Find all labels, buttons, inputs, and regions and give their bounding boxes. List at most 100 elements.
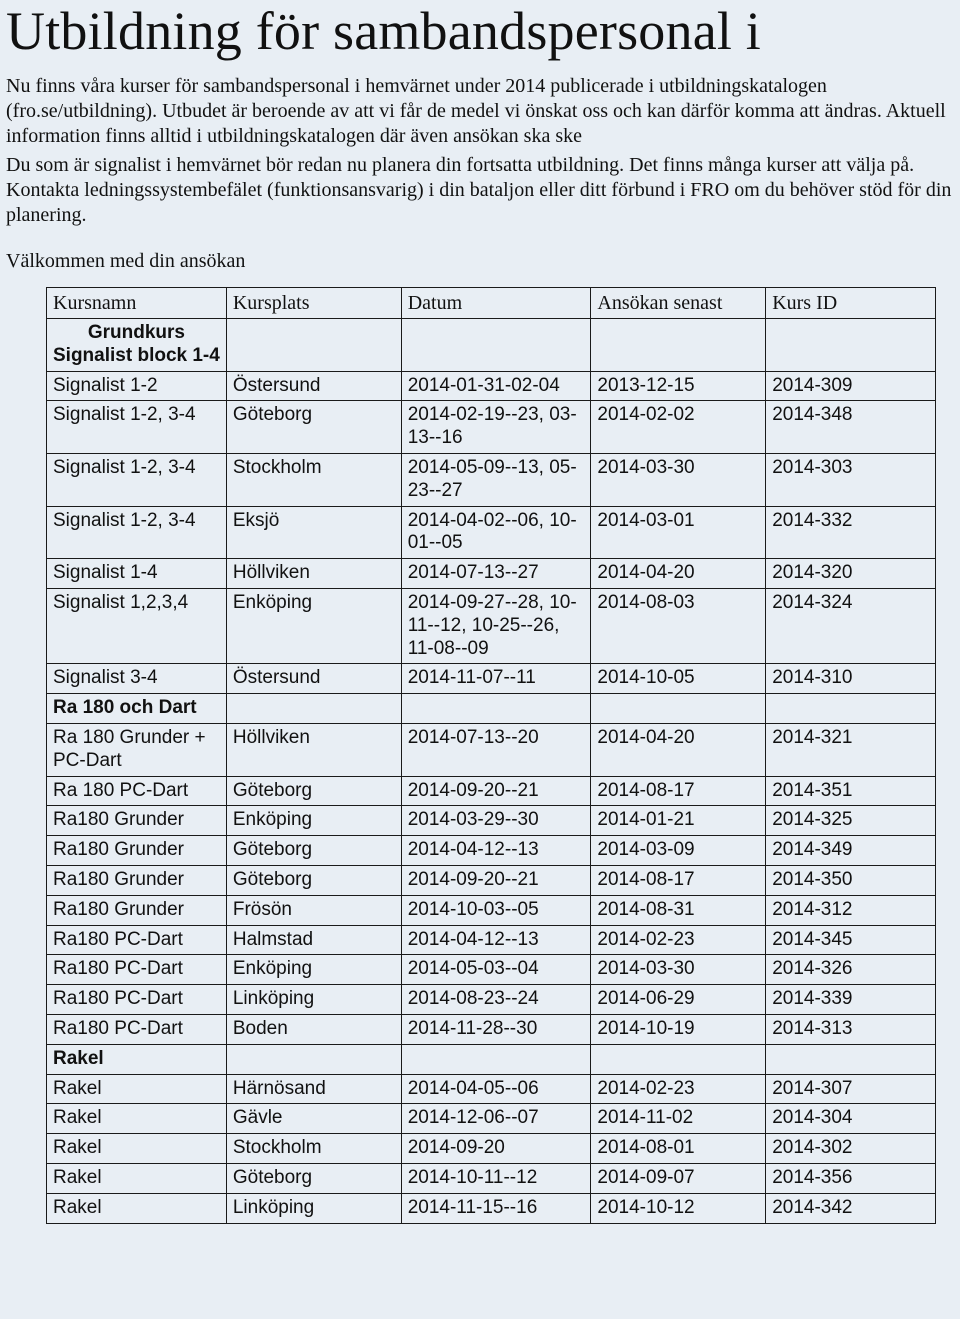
table-cell: 2014-345 [766,925,936,955]
table-cell: Signalist 1,2,3,4 [47,588,227,663]
table-cell: Rakel [47,1134,227,1164]
table-cell: 2014-10-03--05 [401,895,591,925]
table-cell: 2014-10-11--12 [401,1163,591,1193]
table-row: Ra180 PC-DartBoden2014-11-28--302014-10-… [47,1014,936,1044]
table-cell: Ra180 PC-Dart [47,955,227,985]
table-cell: Ra180 PC-Dart [47,925,227,955]
table-cell: Enköping [226,588,401,663]
table-cell: Höllviken [226,723,401,776]
table-cell: Höllviken [226,559,401,589]
table-cell: Signalist 1-2 [47,371,227,401]
intro-paragraph-1: Nu finns våra kurser för sambandspersona… [6,74,954,149]
intro-paragraph-2: Du som är signalist i hemvärnet bör reda… [6,153,954,228]
table-cell: 2014-12-06--07 [401,1104,591,1134]
table-cell: Rakel [47,1163,227,1193]
group-header-cell: Ra 180 och Dart [47,694,227,724]
group-header-row: GrundkursSignalist block 1-4 [47,319,936,372]
table-cell: 2014-08-23--24 [401,985,591,1015]
table-cell: 2014-312 [766,895,936,925]
table-cell: 2014-07-13--20 [401,723,591,776]
table-cell: 2014-304 [766,1104,936,1134]
table-cell: 2014-10-19 [591,1014,766,1044]
table-cell: Ra180 Grunder [47,806,227,836]
table-cell: 2014-02-23 [591,1074,766,1104]
table-cell: Signalist 1-2, 3-4 [47,401,227,454]
table-row: RakelGöteborg2014-10-11--122014-09-07201… [47,1163,936,1193]
table-cell: Signalist 3-4 [47,664,227,694]
table-cell: 2014-04-20 [591,559,766,589]
table-row: Signalist 1-2, 3-4Göteborg2014-02-19--23… [47,401,936,454]
table-cell: Ra180 PC-Dart [47,985,227,1015]
table-cell: 2014-307 [766,1074,936,1104]
table-cell: 2014-09-20--21 [401,865,591,895]
group-header-row: Ra 180 och Dart [47,694,936,724]
table-cell: 2014-03-30 [591,955,766,985]
table-cell: 2014-11-28--30 [401,1014,591,1044]
table-cell: 2014-11-07--11 [401,664,591,694]
table-cell: 2014-10-12 [591,1193,766,1223]
table-cell: Ra 180 PC-Dart [47,776,227,806]
group-header-cell: GrundkursSignalist block 1-4 [47,319,227,372]
col-datum: Datum [401,288,591,319]
welcome-text: Välkommen med din ansökan [6,250,954,273]
table-cell: 2014-310 [766,664,936,694]
table-cell: 2014-08-17 [591,776,766,806]
col-kursplats: Kursplats [226,288,401,319]
table-cell: 2014-09-20 [401,1134,591,1164]
table-cell: 2013-12-15 [591,371,766,401]
table-cell: Gävle [226,1104,401,1134]
table-cell: Halmstad [226,925,401,955]
table-cell: 2014-08-31 [591,895,766,925]
table-row: Signalist 1-2Östersund2014-01-31-02-0420… [47,371,936,401]
table-cell: 2014-351 [766,776,936,806]
table-cell: 2014-03-29--30 [401,806,591,836]
table-cell: 2014-05-09--13, 05-23--27 [401,453,591,506]
table-cell: 2014-07-13--27 [401,559,591,589]
table-cell: Östersund [226,371,401,401]
table-cell: 2014-05-03--04 [401,955,591,985]
col-ansokan: Ansökan senast [591,288,766,319]
table-cell: 2014-350 [766,865,936,895]
group-header-row: Rakel [47,1044,936,1074]
table-row: Ra180 PC-DartEnköping2014-05-03--042014-… [47,955,936,985]
table-cell: Rakel [47,1193,227,1223]
table-row: Signalist 1-2, 3-4Eksjö2014-04-02--06, 1… [47,506,936,559]
table-cell: 2014-339 [766,985,936,1015]
table-cell: Rakel [47,1074,227,1104]
table-cell: Enköping [226,806,401,836]
table-row: RakelLinköping2014-11-15--162014-10-1220… [47,1193,936,1223]
table-row: Ra180 GrunderGöteborg2014-09-20--212014-… [47,865,936,895]
table-cell: 2014-11-15--16 [401,1193,591,1223]
table-cell: Linköping [226,1193,401,1223]
table-row: Signalist 1,2,3,4Enköping2014-09-27--28,… [47,588,936,663]
table-cell: 2014-06-29 [591,985,766,1015]
table-row: Signalist 1-2, 3-4Stockholm2014-05-09--1… [47,453,936,506]
table-row: Signalist 3-4Östersund2014-11-07--112014… [47,664,936,694]
table-cell: 2014-313 [766,1014,936,1044]
table-row: Ra 180 PC-DartGöteborg2014-09-20--212014… [47,776,936,806]
table-cell: Göteborg [226,836,401,866]
table-cell: Stockholm [226,1134,401,1164]
table-cell: 2014-09-20--21 [401,776,591,806]
table-cell: 2014-02-19--23, 03-13--16 [401,401,591,454]
table-row: Ra 180 Grunder + PC-DartHöllviken2014-07… [47,723,936,776]
group-subheader-label: Signalist block 1-4 [53,345,220,368]
table-cell: 2014-326 [766,955,936,985]
table-cell: 2014-321 [766,723,936,776]
table-cell: 2014-349 [766,836,936,866]
table-cell: 2014-03-09 [591,836,766,866]
table-cell: 2014-04-12--13 [401,836,591,866]
table-cell: Göteborg [226,1163,401,1193]
table-cell: Göteborg [226,776,401,806]
table-cell: 2014-302 [766,1134,936,1164]
table-cell: 2014-348 [766,401,936,454]
table-cell: 2014-303 [766,453,936,506]
table-cell: 2014-04-20 [591,723,766,776]
table-cell: 2014-08-01 [591,1134,766,1164]
group-header-cell: Rakel [47,1044,227,1074]
table-cell: 2014-08-17 [591,865,766,895]
table-cell: 2014-11-02 [591,1104,766,1134]
table-cell: Göteborg [226,401,401,454]
table-cell: Ra180 Grunder [47,836,227,866]
table-cell: 2014-320 [766,559,936,589]
